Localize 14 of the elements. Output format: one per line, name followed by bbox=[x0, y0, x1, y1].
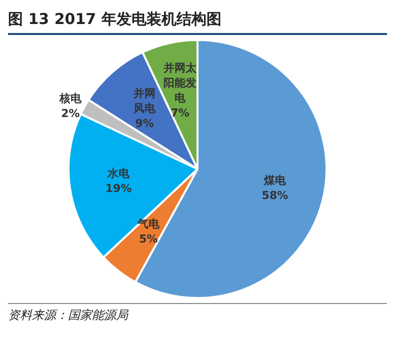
data-label: 58% bbox=[262, 189, 288, 202]
data-label: 19% bbox=[105, 182, 132, 195]
data-label: 7% bbox=[170, 106, 190, 120]
data-label: 2% bbox=[61, 107, 80, 120]
slice-label: 气电 bbox=[136, 218, 160, 231]
slice-label: 煤电 bbox=[262, 174, 287, 188]
slice-label: 并网风电 bbox=[132, 86, 157, 115]
data-label: 5% bbox=[139, 232, 158, 246]
chart-title: 图 13 2017 年发电装机结构图 bbox=[8, 8, 387, 35]
text: 资料来源：国家能源局 bbox=[8, 303, 387, 324]
slice-label: 水电 bbox=[106, 166, 131, 180]
data-label: 9% bbox=[135, 116, 154, 130]
slice-label: 核电 bbox=[58, 92, 82, 106]
slice-label: 并网太阳能发电 bbox=[162, 61, 198, 104]
